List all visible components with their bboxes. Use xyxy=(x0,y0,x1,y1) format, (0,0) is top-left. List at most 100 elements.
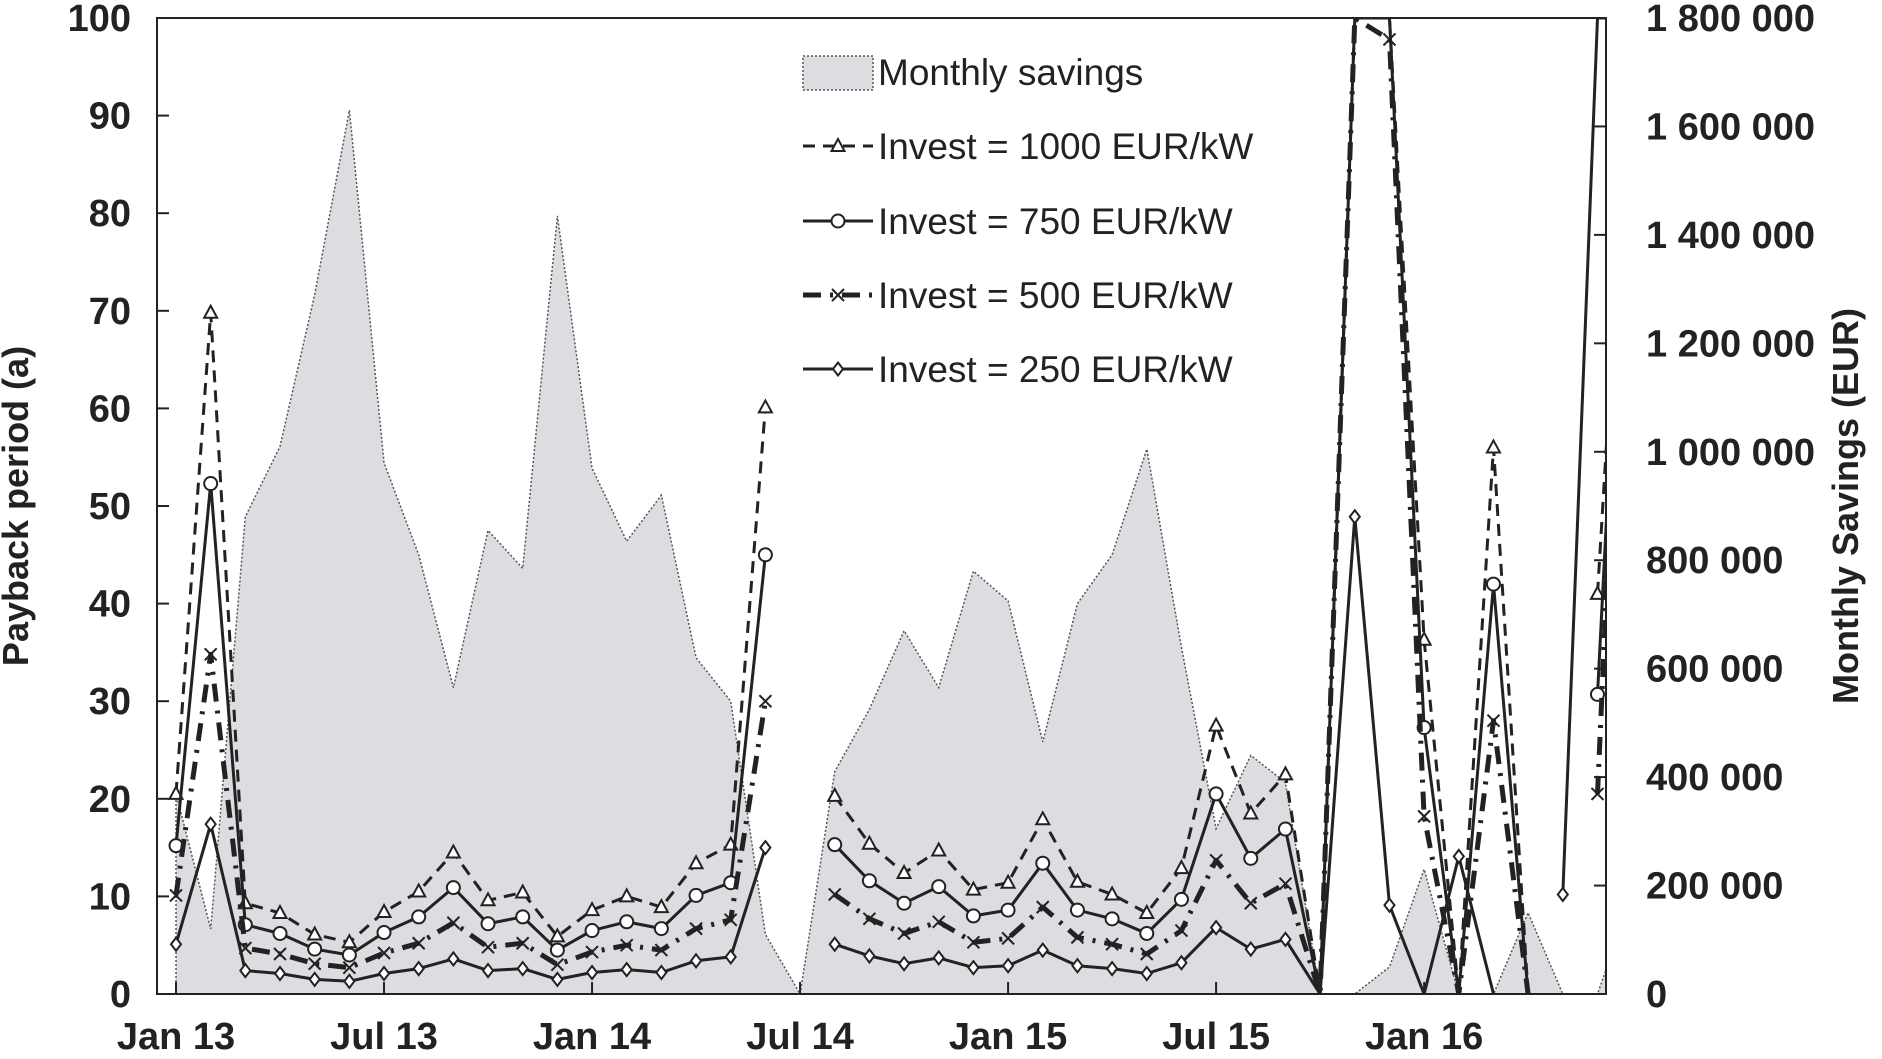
data-point xyxy=(1243,850,1259,866)
data-point xyxy=(1001,931,1015,946)
y-tick-label-left: 70 xyxy=(89,291,131,333)
legend: Monthly savings Invest = 1000 EUR/kW Inves… xyxy=(802,52,1253,390)
data-point xyxy=(515,936,530,950)
data-point xyxy=(689,952,703,969)
y-tick-label-left: 80 xyxy=(89,193,131,235)
data-point xyxy=(828,887,842,902)
data-point xyxy=(1244,940,1258,958)
data-point xyxy=(932,915,946,929)
x-tick-label: Jan 16 xyxy=(1365,1016,1483,1058)
data-point xyxy=(724,948,737,966)
data-point xyxy=(1138,903,1155,919)
series-line xyxy=(173,651,768,971)
data-point xyxy=(1209,853,1223,867)
data-point xyxy=(1069,902,1085,918)
legend-label: Invest = 500 EUR/kW xyxy=(878,275,1233,316)
data-point xyxy=(376,925,392,941)
series-layer xyxy=(167,18,1606,994)
series-2 xyxy=(168,18,1606,994)
x-tick-label: Jan 13 xyxy=(117,1016,235,1058)
y-tick-label-left: 20 xyxy=(89,779,131,821)
x-tick-label: Jul 15 xyxy=(1162,1016,1270,1058)
data-point xyxy=(306,925,323,941)
x-tick-label: Jan 15 xyxy=(949,1016,1067,1058)
data-point xyxy=(445,880,461,896)
data-point xyxy=(862,912,877,926)
data-point xyxy=(1348,508,1362,525)
legend-marker xyxy=(829,136,847,152)
data-point xyxy=(481,962,495,979)
axes-layer: 0 10 20 30 40 50 60 70 80 90 100 0 200 000 400 000 600… xyxy=(68,0,1815,1058)
data-point xyxy=(411,909,427,925)
data-point xyxy=(897,955,911,972)
data-point xyxy=(1556,886,1570,903)
data-point xyxy=(1590,787,1605,801)
data-point xyxy=(377,965,391,982)
data-point xyxy=(202,303,219,319)
data-point xyxy=(167,784,185,800)
data-point xyxy=(1242,804,1259,820)
series-line xyxy=(1596,498,1606,695)
data-point xyxy=(1485,438,1502,454)
data-point xyxy=(861,873,877,889)
monthly-savings-area xyxy=(175,110,1606,994)
data-point xyxy=(342,960,357,975)
y-tick-label-right: 600 000 xyxy=(1646,649,1783,691)
data-point xyxy=(410,882,427,898)
data-point xyxy=(1382,32,1397,47)
data-point xyxy=(895,863,913,879)
data-point xyxy=(239,962,252,979)
data-point xyxy=(896,895,912,911)
y-tick-label-right: 200 000 xyxy=(1646,866,1783,908)
y-tick-label-right: 1 200 000 xyxy=(1646,323,1815,365)
legend-marker xyxy=(831,288,845,302)
data-point xyxy=(827,837,843,853)
legend-swatch-area xyxy=(802,55,874,91)
data-point xyxy=(1105,937,1119,951)
data-point xyxy=(1174,923,1189,938)
data-point xyxy=(620,938,634,952)
y-tick-label-right: 0 xyxy=(1646,974,1667,1016)
data-point xyxy=(689,921,703,936)
data-point xyxy=(204,816,217,833)
data-point xyxy=(1208,786,1224,802)
data-point xyxy=(308,971,321,988)
data-point xyxy=(724,913,738,927)
data-point xyxy=(411,936,426,950)
data-point xyxy=(757,398,774,414)
data-point xyxy=(1209,919,1223,936)
data-point xyxy=(307,941,323,957)
data-point xyxy=(1001,957,1015,974)
data-point xyxy=(272,925,288,941)
data-point xyxy=(687,854,705,870)
data-point xyxy=(1175,954,1188,971)
y-tick-label-left: 0 xyxy=(110,974,131,1016)
data-point xyxy=(1000,902,1016,918)
data-point xyxy=(758,694,773,708)
data-point xyxy=(1383,897,1396,914)
series-1 xyxy=(167,18,1606,994)
data-point xyxy=(655,964,668,981)
data-point xyxy=(653,921,669,937)
data-point xyxy=(1173,891,1189,907)
data-point xyxy=(514,883,531,899)
data-point xyxy=(203,647,218,662)
data-point xyxy=(307,957,322,971)
data-point xyxy=(1207,716,1225,732)
data-point xyxy=(515,909,531,925)
data-point xyxy=(585,945,599,959)
data-point xyxy=(446,916,461,930)
data-point xyxy=(375,902,393,919)
data-point xyxy=(965,880,982,896)
data-point xyxy=(377,946,391,960)
y-tick-label-right: 1 600 000 xyxy=(1646,106,1815,148)
data-point xyxy=(828,936,841,953)
data-point xyxy=(516,960,529,977)
data-point xyxy=(1105,960,1119,977)
data-point xyxy=(965,908,981,924)
legend-label: Monthly savings xyxy=(878,52,1143,93)
data-point xyxy=(1069,872,1086,888)
data-point xyxy=(1036,900,1050,914)
y-axis-title-left: Payback period (a) xyxy=(0,346,36,666)
